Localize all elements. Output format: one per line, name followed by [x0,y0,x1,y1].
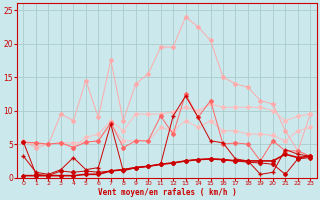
X-axis label: Vent moyen/en rafales ( km/h ): Vent moyen/en rafales ( km/h ) [98,188,236,197]
